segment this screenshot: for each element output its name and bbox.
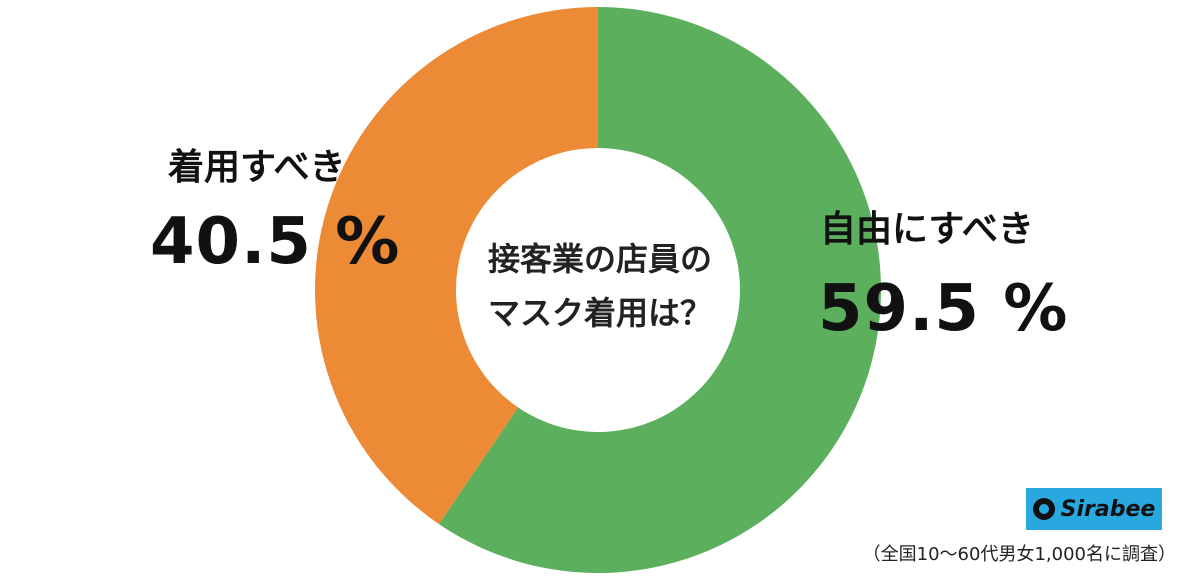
slice-label-free: 自由にすべき (820, 209, 1034, 250)
donut-slice-0 (438, 7, 882, 573)
slice-value-free: 59.5 % (818, 272, 1069, 346)
survey-note: （全国10〜60代男女1,000名に調査） (862, 544, 1176, 565)
sirabee-logo: Sirabee (1026, 488, 1162, 530)
chart-title: 接客業の店員の マスク着用は？ (440, 232, 760, 340)
chart-title-line-1: 接客業の店員の (487, 240, 712, 278)
sirabee-logo-icon (1032, 498, 1055, 520)
sirabee-logo-text: Sirabee (1060, 496, 1156, 522)
chart-title-line-2: マスク着用は？ (487, 294, 712, 332)
slice-value-wear: 40.5 % (150, 205, 401, 279)
slice-label-wear: 着用すべき (168, 147, 346, 188)
donut-slice-1 (315, 7, 598, 525)
